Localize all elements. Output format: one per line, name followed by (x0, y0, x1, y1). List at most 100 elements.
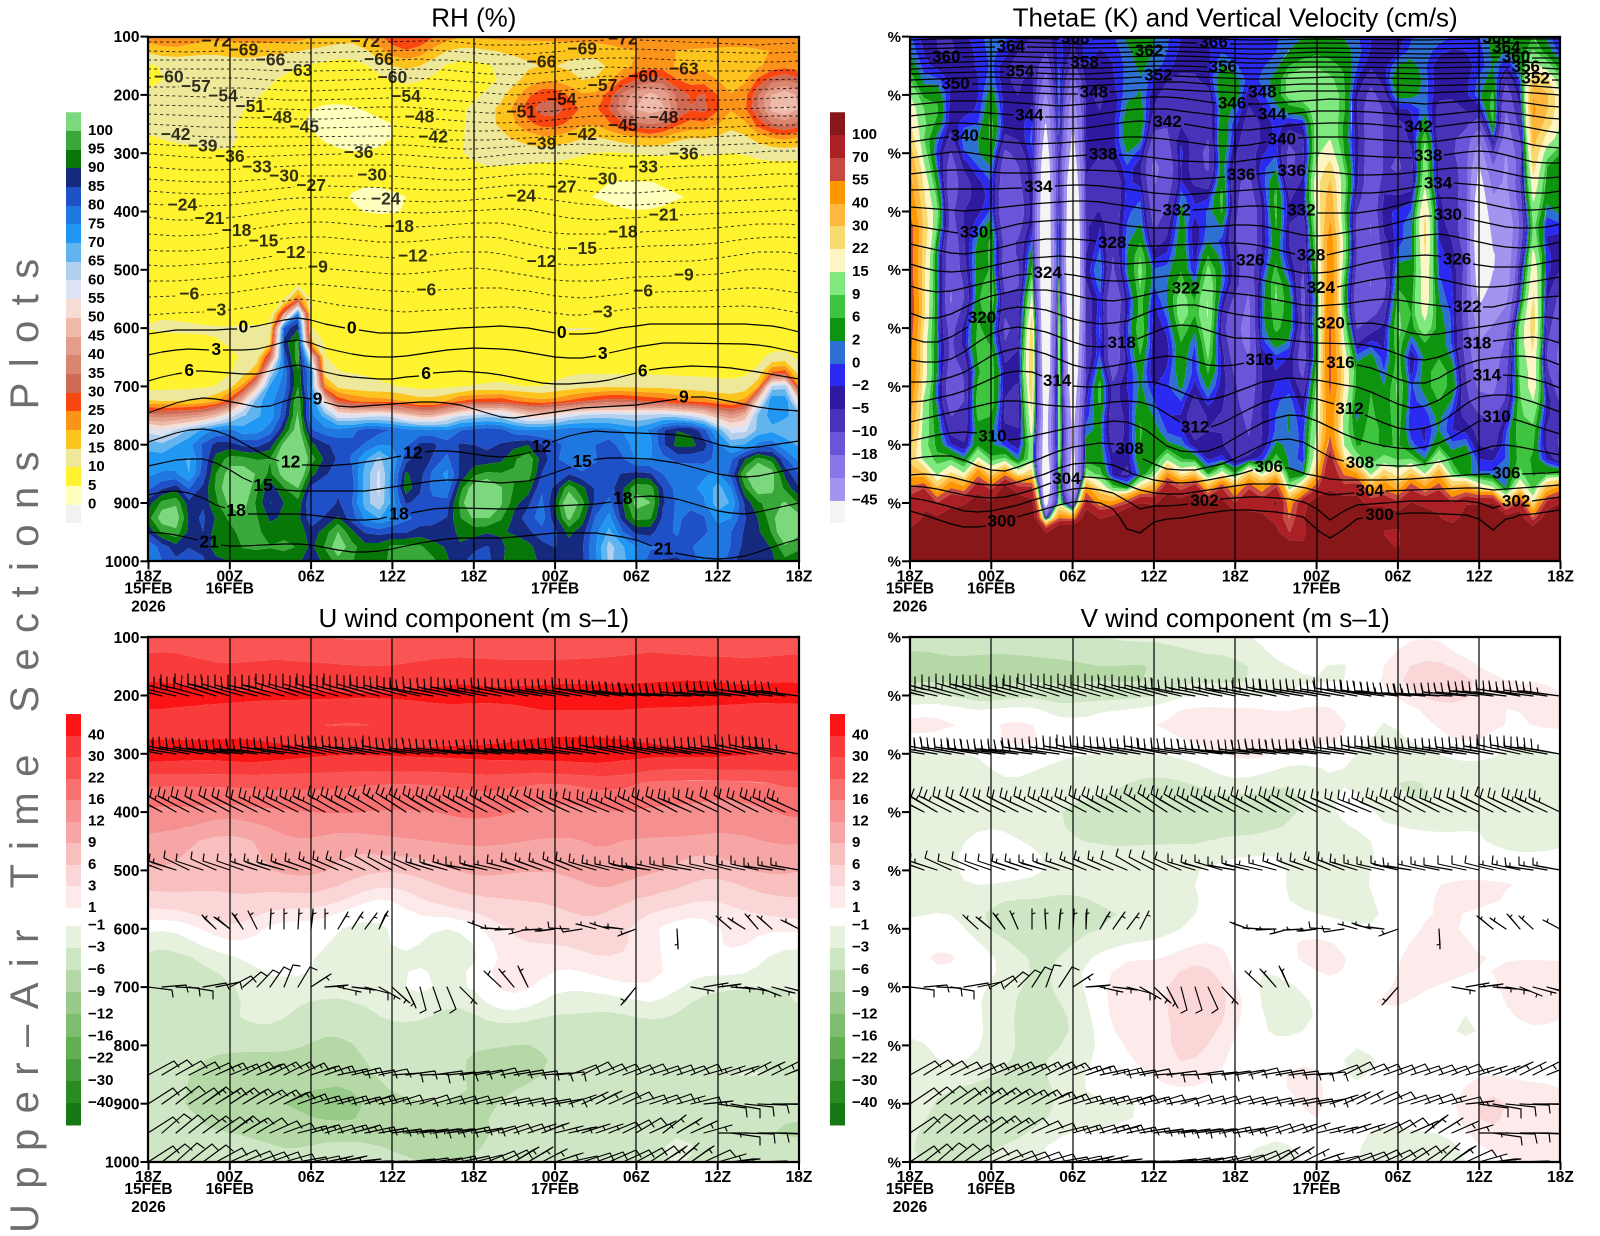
svg-text:352: 352 (1144, 66, 1172, 85)
svg-text:−9: −9 (674, 265, 694, 285)
svg-text:−48: −48 (649, 107, 679, 127)
svg-text:−6: −6 (852, 961, 869, 978)
svg-text:3: 3 (852, 877, 860, 894)
svg-text:−66: −66 (364, 49, 394, 69)
svg-text:06Z: 06Z (298, 569, 325, 586)
svg-text:350: 350 (941, 74, 969, 93)
svg-text:−57: −57 (588, 75, 618, 95)
svg-text:RH (%): RH (%) (431, 3, 516, 33)
svg-text:00Z: 00Z (542, 569, 569, 586)
svg-text:328: 328 (1098, 233, 1126, 252)
svg-text:−22: −22 (88, 1050, 113, 1067)
svg-text:336: 336 (1227, 165, 1255, 184)
svg-text:318: 318 (1108, 333, 1136, 352)
svg-text:−42: −42 (161, 124, 191, 144)
svg-text:900: 900 (114, 496, 140, 513)
svg-text:−2: −2 (852, 377, 869, 394)
svg-text:0: 0 (239, 317, 249, 337)
svg-text:40: 40 (852, 726, 869, 743)
svg-text:320: 320 (1317, 314, 1345, 333)
svg-text:364: 364 (1492, 37, 1521, 56)
svg-text:−30: −30 (88, 1072, 113, 1089)
svg-text:18Z: 18Z (1222, 569, 1249, 586)
svg-text:95: 95 (88, 141, 105, 158)
svg-text:75: 75 (88, 215, 105, 232)
svg-text:6: 6 (421, 363, 431, 383)
svg-text:06Z: 06Z (623, 569, 650, 586)
svg-text:330: 330 (960, 223, 988, 242)
svg-text:326: 326 (1443, 249, 1471, 268)
svg-text:316: 316 (1326, 353, 1354, 372)
svg-text:%: % (888, 746, 901, 763)
svg-text:−18: −18 (384, 216, 414, 236)
svg-text:342: 342 (1153, 112, 1181, 131)
svg-text:−57: −57 (181, 76, 211, 96)
svg-text:18: 18 (226, 500, 246, 520)
svg-text:22: 22 (852, 770, 869, 787)
svg-text:324: 324 (1034, 263, 1063, 282)
svg-text:22: 22 (88, 770, 105, 787)
svg-text:−45: −45 (852, 491, 877, 508)
svg-text:100: 100 (852, 126, 877, 143)
svg-text:%: % (888, 1154, 901, 1171)
svg-text:304: 304 (1052, 469, 1081, 488)
svg-text:200: 200 (114, 88, 140, 105)
svg-text:17FEB: 17FEB (531, 1181, 579, 1198)
svg-text:18: 18 (613, 488, 633, 508)
svg-text:−60: −60 (154, 66, 184, 86)
svg-text:40: 40 (852, 195, 869, 212)
svg-text:15FEB: 15FEB (886, 580, 934, 597)
svg-text:−30: −30 (357, 165, 387, 185)
svg-text:12Z: 12Z (1466, 569, 1493, 586)
svg-text:3: 3 (598, 343, 608, 363)
svg-text:−15: −15 (567, 238, 597, 258)
svg-text:17FEB: 17FEB (1292, 1181, 1340, 1198)
svg-text:06Z: 06Z (1059, 1169, 1086, 1186)
svg-text:314: 314 (1043, 371, 1072, 390)
svg-text:334: 334 (1424, 173, 1453, 192)
svg-text:16: 16 (88, 791, 105, 808)
svg-text:−18: −18 (222, 220, 252, 240)
svg-text:314: 314 (1473, 366, 1502, 385)
svg-text:%: % (888, 321, 901, 338)
svg-text:16FEB: 16FEB (967, 580, 1015, 597)
svg-text:328: 328 (1297, 246, 1325, 265)
svg-text:18Z: 18Z (786, 569, 813, 586)
svg-text:1000: 1000 (105, 554, 139, 571)
svg-text:−27: −27 (296, 175, 326, 195)
svg-text:00Z: 00Z (978, 1169, 1005, 1186)
svg-text:%: % (888, 630, 901, 647)
svg-text:−1: −1 (88, 916, 105, 933)
svg-text:−9: −9 (88, 983, 105, 1000)
svg-text:18Z: 18Z (1547, 1169, 1574, 1186)
svg-text:16: 16 (852, 791, 869, 808)
svg-text:16FEB: 16FEB (967, 1181, 1015, 1198)
svg-text:−3: −3 (206, 300, 226, 320)
svg-text:35: 35 (88, 365, 105, 382)
svg-text:16FEB: 16FEB (206, 580, 254, 597)
svg-text:%: % (888, 805, 901, 822)
svg-text:30: 30 (852, 748, 869, 765)
svg-text:17FEB: 17FEB (531, 580, 579, 597)
svg-text:−66: −66 (527, 52, 557, 72)
svg-text:12Z: 12Z (1141, 1169, 1168, 1186)
svg-text:12Z: 12Z (379, 569, 406, 586)
svg-text:334: 334 (1024, 177, 1053, 196)
svg-text:00Z: 00Z (1303, 1169, 1330, 1186)
svg-text:3: 3 (211, 339, 221, 359)
svg-text:V wind component (m s–1): V wind component (m s–1) (1081, 603, 1390, 633)
svg-text:364: 364 (997, 36, 1026, 55)
svg-text:−18: −18 (608, 222, 638, 242)
svg-text:−36: −36 (215, 146, 245, 166)
svg-text:−6: −6 (179, 284, 199, 304)
svg-text:20: 20 (88, 421, 105, 438)
svg-text:12Z: 12Z (379, 1169, 406, 1186)
svg-text:16FEB: 16FEB (206, 1181, 254, 1198)
svg-text:300: 300 (114, 746, 140, 763)
svg-text:−48: −48 (405, 106, 435, 126)
svg-text:%: % (888, 863, 901, 880)
svg-text:356: 356 (1512, 57, 1540, 76)
svg-text:−72: −72 (350, 31, 380, 51)
svg-text:12Z: 12Z (704, 1169, 731, 1186)
svg-text:55: 55 (852, 172, 869, 189)
